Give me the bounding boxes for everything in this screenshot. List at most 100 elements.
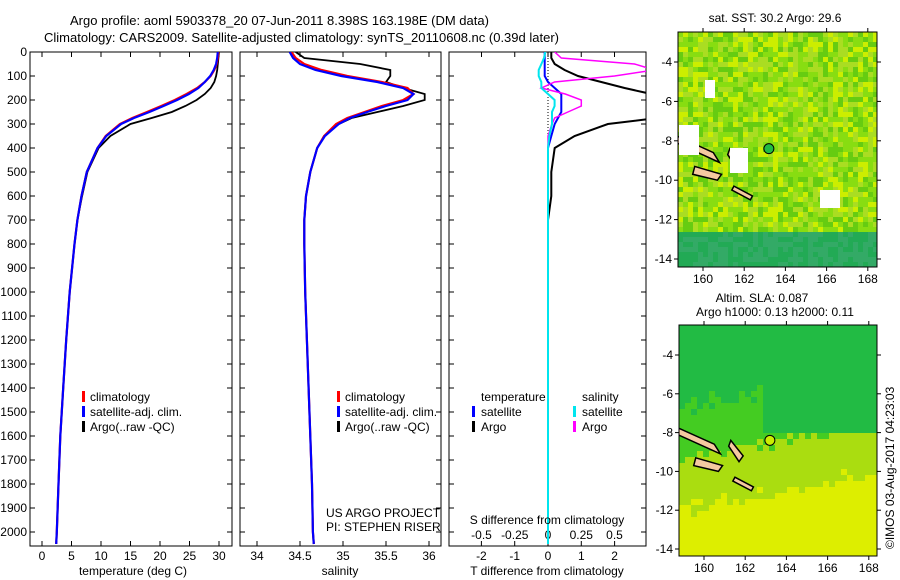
map-cell	[873, 207, 877, 212]
depth-tick-label: 1000	[0, 285, 27, 299]
map-cell	[823, 439, 829, 445]
map-cell	[853, 222, 858, 227]
map-cell	[853, 42, 858, 47]
map-cell	[847, 499, 853, 505]
map-cell	[813, 132, 818, 137]
map-cell	[691, 331, 697, 337]
map-cell	[793, 385, 799, 391]
map-cell	[823, 212, 828, 217]
map-cell	[745, 379, 751, 385]
map-cell	[847, 481, 853, 487]
map-cell	[713, 192, 718, 197]
map-cell	[829, 379, 835, 385]
map-cell	[769, 517, 775, 523]
map-cell	[803, 112, 808, 117]
map-cell	[683, 92, 688, 97]
map-cell	[703, 481, 709, 487]
map-cell	[841, 541, 847, 547]
map-cell	[773, 167, 778, 172]
map-cell	[863, 72, 868, 77]
map-cell	[753, 172, 758, 177]
map-cell	[829, 385, 835, 391]
map-cell	[691, 451, 697, 457]
map-cell	[728, 242, 733, 247]
map-cell	[679, 517, 685, 523]
map-cell	[811, 355, 817, 361]
map-cell	[751, 547, 757, 553]
map-cell	[758, 187, 763, 192]
map-cell	[683, 182, 688, 187]
map-cell	[745, 469, 751, 475]
map-cell	[818, 87, 823, 92]
map-cell	[733, 385, 739, 391]
map-cell	[748, 62, 753, 67]
map-cell	[781, 421, 787, 427]
map-cell	[817, 511, 823, 517]
map-cell	[793, 499, 799, 505]
map-cell	[848, 242, 853, 247]
map-cell	[768, 227, 773, 232]
x-tick-label: 30	[212, 549, 226, 563]
depth-tick-label: 700	[7, 213, 27, 227]
map-cell	[859, 361, 865, 367]
map-cell	[733, 127, 738, 132]
map-cell	[708, 197, 713, 202]
map-cell	[753, 237, 758, 242]
map-cell	[811, 343, 817, 349]
map-cell	[763, 457, 769, 463]
map-cell	[748, 157, 753, 162]
map-cell	[703, 523, 709, 529]
map-cell	[798, 37, 803, 42]
map-cell	[715, 421, 721, 427]
map-cell	[708, 67, 713, 72]
map-cell	[683, 242, 688, 247]
map-cell	[698, 77, 703, 82]
map-cell	[733, 217, 738, 222]
map-cell	[808, 187, 813, 192]
map-cell	[733, 212, 738, 217]
map-cell	[703, 343, 709, 349]
map-cell	[818, 32, 823, 37]
map-cell	[847, 547, 853, 553]
map-cell	[868, 122, 873, 127]
map-cell	[838, 237, 843, 242]
map-cell	[843, 202, 848, 207]
map-cell	[748, 232, 753, 237]
map-cell	[753, 217, 758, 222]
map-cell	[808, 47, 813, 52]
map-cell	[698, 142, 703, 147]
map-cell	[745, 349, 751, 355]
map-cell	[783, 187, 788, 192]
map-cell	[805, 427, 811, 433]
map-cell	[848, 92, 853, 97]
map-cell	[781, 517, 787, 523]
map-cell	[873, 47, 877, 52]
map-cell	[813, 82, 818, 87]
map-cell	[718, 187, 723, 192]
map-cell	[783, 152, 788, 157]
map-cell	[781, 475, 787, 481]
map-cell	[683, 32, 688, 37]
map-cell	[688, 177, 693, 182]
map-cell	[873, 77, 877, 82]
map-cell	[843, 222, 848, 227]
map-cell	[803, 37, 808, 42]
map-cell	[745, 529, 751, 535]
map-cell	[873, 127, 877, 132]
map-cell	[823, 157, 828, 162]
map-cell	[858, 87, 863, 92]
map-cell	[778, 187, 783, 192]
map-cell	[708, 32, 713, 37]
map-cell	[793, 127, 798, 132]
map-cell	[678, 262, 683, 267]
map-cell	[798, 67, 803, 72]
map-cell	[727, 511, 733, 517]
map-cell	[818, 247, 823, 252]
map-cell	[723, 177, 728, 182]
map-cell	[823, 117, 828, 122]
map-cell	[843, 157, 848, 162]
map-cell	[728, 137, 733, 142]
map-cell	[823, 355, 829, 361]
map-cell	[818, 67, 823, 72]
map-cell	[838, 52, 843, 57]
